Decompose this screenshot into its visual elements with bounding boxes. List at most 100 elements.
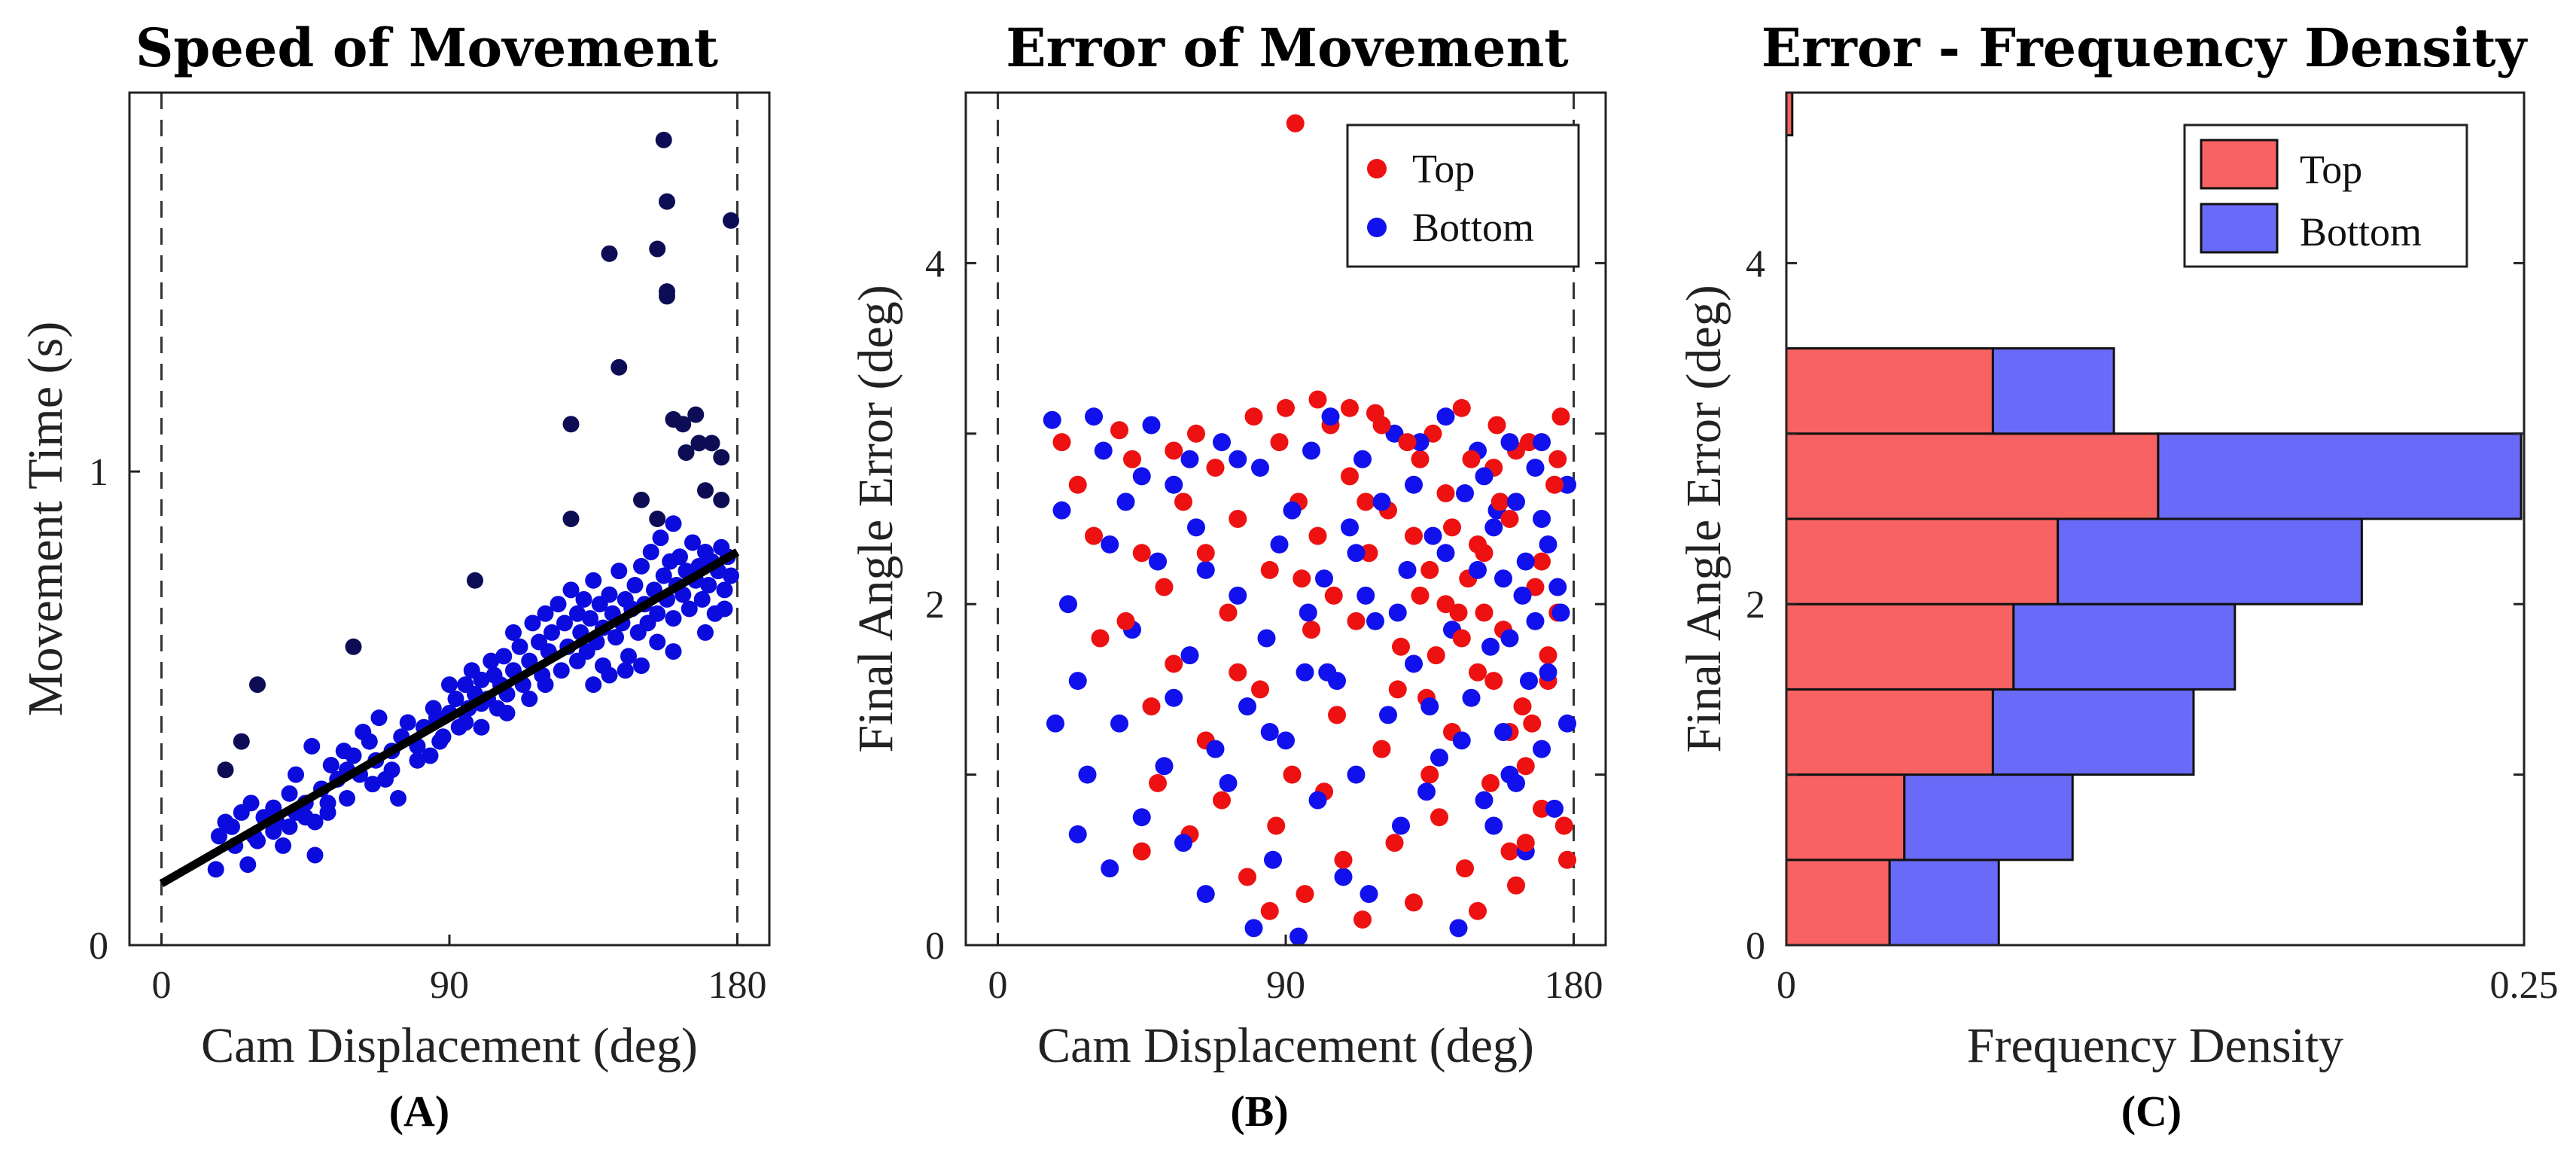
scatter-point-top [1091, 629, 1110, 648]
scatter-point-blue [207, 861, 224, 878]
scatter-point-top [1260, 560, 1279, 579]
scatter-point-bottom [1411, 433, 1430, 452]
scatter-point-blue [585, 572, 602, 589]
x-tick-label: 0 [1777, 964, 1796, 1007]
scatter-point-bottom [1533, 433, 1551, 452]
scatter-point-bottom [1206, 740, 1225, 758]
scatter-point-top [1500, 842, 1519, 861]
scatter-point-top [1427, 646, 1445, 665]
panel-b: Error of Movement 0 90 180 024 Top Bottom … [848, 17, 1607, 1136]
scatter-point-bottom [1452, 731, 1471, 750]
scatter-point-blue [434, 728, 452, 746]
scatter-point-bottom [1334, 868, 1353, 886]
scatter-point-blue [723, 567, 739, 584]
legend-label-top: Top [2300, 147, 2362, 192]
scatter-point-top [1392, 637, 1410, 656]
scatter-point-bottom [1187, 518, 1205, 537]
scatter-point-blue [633, 657, 650, 674]
chart-a-vlines [160, 93, 738, 945]
scatter-point-navy [601, 245, 618, 262]
scatter-point-blue [601, 586, 618, 603]
scatter-point-blue [649, 605, 666, 622]
bar-bottom [2057, 517, 2363, 605]
scatter-point-bottom [1484, 518, 1503, 537]
bar-top [1785, 859, 1891, 947]
scatter-point-bottom [1302, 441, 1320, 460]
scatter-point-bottom [1264, 850, 1282, 869]
scatter-point-bottom [1526, 459, 1545, 477]
scatter-point-bottom [1142, 416, 1161, 435]
scatter-point-blue [585, 676, 602, 694]
scatter-point-blue [655, 567, 672, 584]
scatter-point-blue [224, 818, 240, 835]
scatter-point-bottom [1372, 493, 1391, 511]
scatter-point-bottom [1379, 706, 1397, 724]
x-tick-label: 90 [430, 964, 469, 1007]
y-tick-label: 4 [1746, 242, 1765, 285]
scatter-point-blue [409, 752, 426, 769]
chart-a-title: Speed of Movement [135, 17, 718, 79]
scatter-point-blue [322, 757, 340, 774]
scatter-point-bottom [1165, 688, 1183, 707]
scatter-point-blue [495, 648, 513, 665]
scatter-point-top [1213, 791, 1231, 810]
scatter-point-blue [288, 766, 304, 783]
scatter-point-bottom [1449, 919, 1468, 938]
scatter-point-bottom [1101, 859, 1119, 878]
scatter-point-navy [233, 733, 250, 750]
scatter-point-blue [607, 629, 624, 646]
scatter-point-bottom [1548, 578, 1567, 596]
scatter-point-blue [626, 577, 644, 594]
scatter-point-top [1516, 834, 1535, 852]
scatter-point-blue [345, 747, 362, 764]
scatter-point-bottom [1257, 629, 1276, 648]
chart-b-x-ticks: 0 90 180 [988, 935, 1603, 1007]
scatter-point-blue [319, 795, 336, 812]
scatter-point-blue [665, 643, 682, 660]
scatter-point-blue [297, 809, 314, 826]
scatter-point-top [1277, 398, 1295, 417]
y-tick-label: 1 [89, 451, 108, 494]
scatter-point-bottom [1392, 816, 1410, 835]
scatter-point-top [1052, 433, 1071, 452]
scatter-point-top [1545, 475, 1564, 494]
scatter-point-top [1341, 467, 1359, 486]
scatter-point-bottom [1251, 459, 1269, 477]
scatter-point-top [1353, 910, 1372, 929]
scatter-point-top [1533, 799, 1551, 818]
scatter-point-blue [716, 581, 733, 599]
scatter-point-top [1155, 578, 1174, 596]
scatter-point-top [1500, 510, 1519, 528]
scatter-point-bottom [1155, 757, 1174, 776]
chart-b-legend-box [1346, 124, 1580, 268]
x-tick-label: 0 [152, 964, 172, 1007]
chart-c-x-label: Frequency Density [1967, 1018, 2343, 1073]
x-tick-label: 0 [988, 964, 1008, 1007]
scatter-point-bottom [1357, 586, 1375, 605]
scatter-point-blue [562, 581, 580, 599]
scatter-point-bottom [1360, 885, 1378, 904]
scatter-point-blue [361, 733, 378, 750]
scatter-point-bottom [1347, 544, 1366, 563]
scatter-point-blue [649, 633, 666, 651]
bar-bottom [2157, 432, 2523, 520]
chart-b-points [1043, 114, 1576, 946]
scatter-point-bottom [1558, 475, 1576, 494]
scatter-point-bottom [1398, 560, 1417, 579]
scatter-point-navy [687, 406, 705, 423]
legend-marker-bottom [1367, 218, 1387, 237]
scatter-point-bottom [1046, 714, 1064, 733]
scatter-point-blue [399, 714, 416, 731]
scatter-point-navy [690, 435, 708, 452]
scatter-point-top [1357, 493, 1375, 511]
scatter-point-bottom [1283, 501, 1302, 520]
scatter-point-top [1308, 390, 1327, 409]
scatter-point-navy [649, 511, 666, 527]
scatter-point-blue [483, 652, 500, 669]
scatter-point-top [1539, 646, 1557, 665]
y-tick-label: 0 [1746, 925, 1765, 968]
scatter-point-bottom [1101, 535, 1119, 554]
scatter-point-bottom [1545, 799, 1564, 818]
chart-b-y-ticks: 0 2 4 [925, 242, 1606, 968]
scatter-point-top [1229, 510, 1247, 528]
